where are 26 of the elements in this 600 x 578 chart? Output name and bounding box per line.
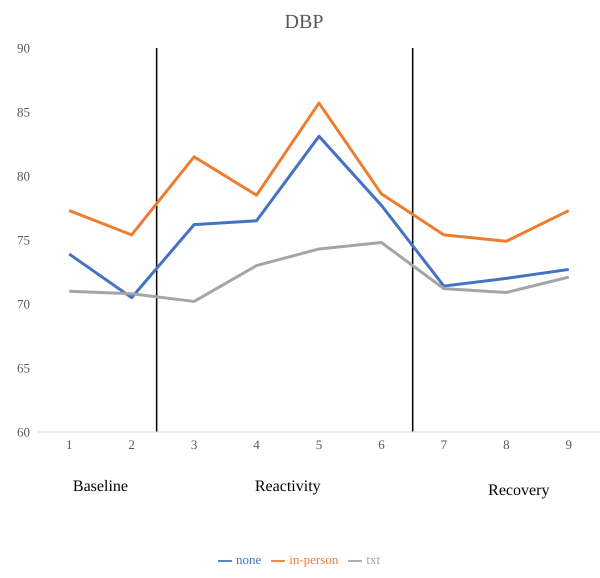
chart-title: DBP xyxy=(284,11,324,33)
line-series xyxy=(68,102,570,243)
x-tick-label: 5 xyxy=(316,437,322,452)
x-tick-label: 6 xyxy=(378,437,386,452)
legend-label: none xyxy=(236,552,262,567)
x-tick-label: 2 xyxy=(128,437,135,452)
y-tick-label: 65 xyxy=(17,360,30,376)
text: Recovery xyxy=(488,482,550,500)
x-tick-label: 3 xyxy=(190,437,198,452)
legend-label: in-person xyxy=(289,552,338,567)
y-tick-label: 90 xyxy=(17,40,30,56)
x-tick-label: 1 xyxy=(66,437,72,452)
text: Reactivity xyxy=(254,478,321,496)
line-series xyxy=(68,134,570,300)
x-tick-label: 9 xyxy=(566,437,572,452)
text: Baseline xyxy=(72,478,128,496)
x-tick-label: 7 xyxy=(440,437,448,452)
legend-label: txt xyxy=(366,552,380,567)
y-tick-label: 85 xyxy=(17,104,30,120)
x-tick-label: 4 xyxy=(253,437,260,452)
y-tick-label: 60 xyxy=(17,424,30,440)
y-tick-label: 75 xyxy=(17,232,30,248)
y-tick-label: 80 xyxy=(17,168,30,184)
x-tick-label: 8 xyxy=(503,437,510,452)
y-tick-label: 70 xyxy=(17,296,30,312)
line-series xyxy=(68,241,570,303)
